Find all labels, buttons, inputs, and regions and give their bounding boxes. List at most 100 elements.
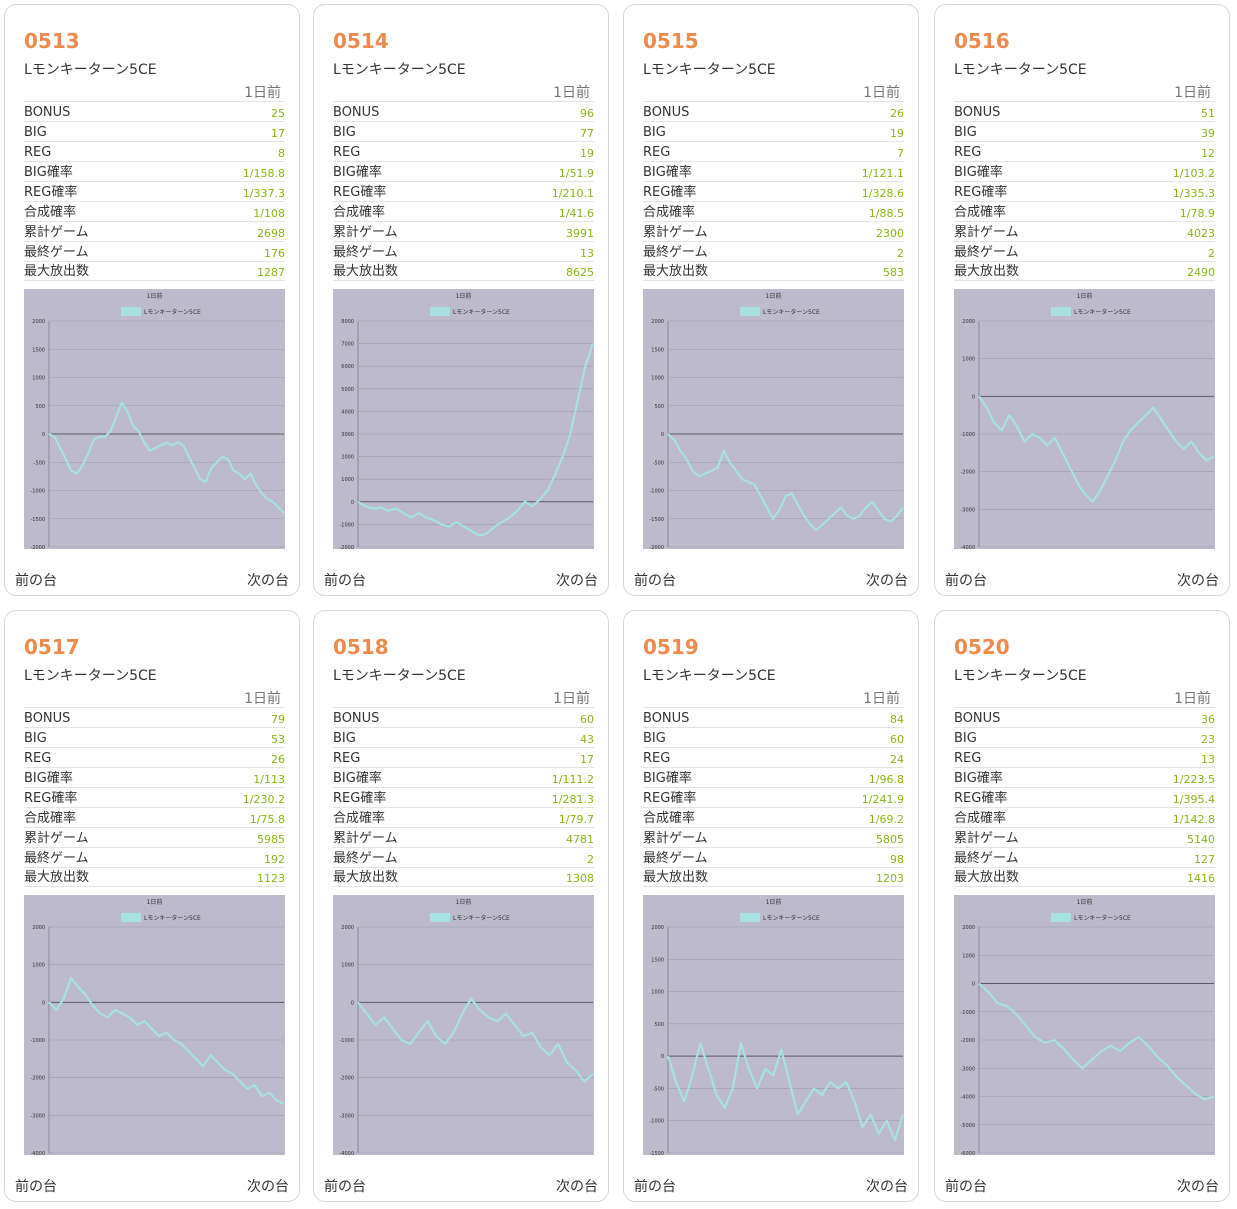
next-machine-link[interactable]: 次の台 [1177, 1179, 1219, 1195]
stat-value: 5140 [1187, 833, 1215, 846]
y-tick-label: 500 [654, 1022, 664, 1028]
machine-name: Lモンキーターン5CE [333, 668, 466, 684]
y-tick-label: -2000 [960, 470, 975, 476]
slump-graph: 1日前 Lモンキーターン5CE 8000 7000 6000 5000 4000 3000 20… [333, 289, 594, 549]
day-label: 1日前 [244, 691, 281, 707]
chart-svg: 1日前 Lモンキーターン5CE 2000 1000 0 -1000 -2000 -3000 -4… [339, 898, 594, 1155]
chart-title: 1日前 [1077, 898, 1093, 906]
stat-label: REG [954, 145, 982, 160]
machine-number[interactable]: 0517 [24, 635, 80, 659]
day-label: 1日前 [863, 85, 900, 101]
stat-label: BIG [643, 125, 666, 140]
machine-number[interactable]: 0519 [643, 635, 699, 659]
y-tick-label: 3000 [341, 432, 354, 438]
stat-row: 累計ゲーム 4023 [954, 221, 1215, 241]
stat-row: REG確率 1/335.3 [954, 181, 1215, 201]
machine-number[interactable]: 0515 [643, 29, 699, 53]
prev-machine-link[interactable]: 前の台 [324, 1179, 366, 1195]
prev-machine-link[interactable]: 前の台 [945, 1179, 987, 1195]
machine-number[interactable]: 0518 [333, 635, 389, 659]
prev-machine-link[interactable]: 前の台 [634, 1179, 676, 1195]
day-label: 1日前 [863, 691, 900, 707]
stat-row: BONUS 96 [333, 101, 594, 121]
stat-row: REG確率 1/241.9 [643, 787, 904, 807]
stat-row: REG 19 [333, 141, 594, 161]
y-tick-label: 1000 [32, 963, 45, 969]
next-machine-link[interactable]: 次の台 [866, 573, 908, 589]
series-line [978, 982, 1215, 1101]
stat-value: 1/78.9 [1179, 207, 1215, 220]
stat-value: 1/337.3 [242, 187, 285, 200]
stat-row: 最終ゲーム 192 [24, 847, 285, 867]
stat-row: 合成確率 1/108 [24, 201, 285, 221]
y-tick-label: -1500 [30, 517, 45, 523]
machine-number[interactable]: 0520 [954, 635, 1010, 659]
stat-row: 累計ゲーム 2698 [24, 221, 285, 241]
stat-label: 最終ゲーム [333, 851, 398, 866]
series-line [48, 976, 285, 1105]
day-label: 1日前 [553, 85, 590, 101]
stat-label: BIG確率 [643, 771, 692, 786]
chart-title: 1日前 [456, 292, 472, 300]
next-machine-link[interactable]: 次の台 [866, 1179, 908, 1195]
stat-label: BIG確率 [954, 165, 1003, 180]
stat-label: 累計ゲーム [643, 225, 708, 240]
y-tick-label: -3000 [30, 1113, 45, 1119]
stat-label: BONUS [24, 105, 71, 120]
next-machine-link[interactable]: 次の台 [1177, 573, 1219, 589]
stat-value: 1/51.9 [558, 167, 594, 180]
stat-label: BONUS [954, 711, 1001, 726]
stat-row: 最終ゲーム 2 [333, 847, 594, 867]
stat-row: 合成確率 1/79.7 [333, 807, 594, 827]
y-tick-label: -1000 [30, 489, 45, 495]
stat-label: 累計ゲーム [333, 225, 398, 240]
legend-swatch [740, 913, 760, 922]
stat-row: BIG 39 [954, 121, 1215, 141]
stat-row: BONUS 25 [24, 101, 285, 121]
stat-value: 1/111.2 [551, 773, 594, 786]
stat-value: 1/88.5 [868, 207, 904, 220]
stat-value: 8625 [566, 266, 594, 279]
stat-label: 最終ゲーム [333, 245, 398, 260]
stat-value: 1/281.3 [551, 793, 594, 806]
stat-row: REG確率 1/337.3 [24, 181, 285, 201]
machine-name: Lモンキーターン5CE [954, 668, 1087, 684]
stat-row: REG 7 [643, 141, 904, 161]
prev-machine-link[interactable]: 前の台 [324, 573, 366, 589]
stat-row: 累計ゲーム 4781 [333, 827, 594, 847]
machine-number[interactable]: 0513 [24, 29, 80, 53]
chart-title: 1日前 [147, 292, 163, 300]
stat-label: 合成確率 [333, 205, 386, 220]
day-label: 1日前 [1174, 691, 1211, 707]
machine-number[interactable]: 0514 [333, 29, 389, 53]
stat-label: REG確率 [333, 791, 387, 806]
chart-svg: 1日前 Lモンキーターン5CE 8000 7000 6000 5000 4000 3000 20… [339, 292, 594, 549]
machine-card: 0518 Lモンキーターン5CE 1日前 BONUS 60 BIG 43 REG 17 BI… [313, 610, 609, 1202]
stat-label: REG確率 [24, 791, 78, 806]
machine-name: Lモンキーターン5CE [643, 62, 776, 78]
next-machine-link[interactable]: 次の台 [247, 1179, 289, 1195]
y-tick-label: -1000 [960, 1010, 975, 1016]
stat-value: 1308 [566, 872, 594, 885]
next-machine-link[interactable]: 次の台 [556, 573, 598, 589]
chart-svg: 1日前 Lモンキーターン5CE 2000 1000 0 -1000 -2000 -3000 -4… [960, 292, 1215, 549]
next-machine-link[interactable]: 次の台 [247, 573, 289, 589]
stat-value: 1416 [1187, 872, 1215, 885]
stat-row: BIG確率 1/158.8 [24, 161, 285, 181]
y-tick-label: 500 [35, 404, 45, 410]
stat-row: 最大放出数 1416 [954, 867, 1215, 887]
series-line [666, 1042, 904, 1142]
stat-value: 176 [264, 247, 285, 260]
stat-row: 累計ゲーム 3991 [333, 221, 594, 241]
y-tick-label: -4000 [960, 1095, 975, 1101]
stat-row: 累計ゲーム 5985 [24, 827, 285, 847]
legend-label: Lモンキーターン5CE [144, 308, 201, 316]
next-machine-link[interactable]: 次の台 [556, 1179, 598, 1195]
prev-machine-link[interactable]: 前の台 [15, 573, 57, 589]
machine-number[interactable]: 0516 [954, 29, 1010, 53]
prev-machine-link[interactable]: 前の台 [945, 573, 987, 589]
stat-label: BIG [333, 125, 356, 140]
prev-machine-link[interactable]: 前の台 [634, 573, 676, 589]
legend-label: Lモンキーターン5CE [1074, 308, 1131, 316]
prev-machine-link[interactable]: 前の台 [15, 1179, 57, 1195]
